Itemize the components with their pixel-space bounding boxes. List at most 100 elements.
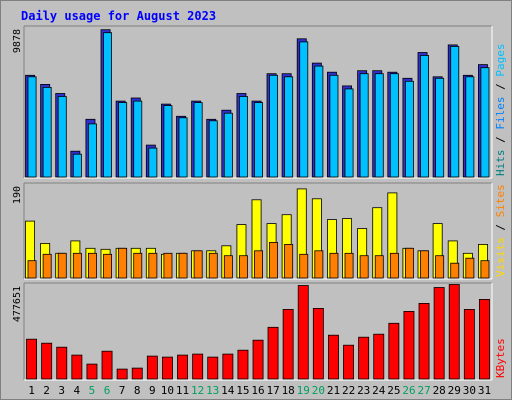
x-tick-label-20: 20: [312, 384, 325, 397]
bar-sites-17: [269, 241, 279, 279]
bar-kbytes-2: [41, 342, 53, 380]
bar-kbytes-9: [146, 355, 158, 380]
bar-files-30: [465, 76, 475, 178]
series-sites: [27, 241, 490, 279]
bar-files-12: [193, 102, 203, 178]
x-tick-label-10: 10: [161, 384, 174, 397]
series-kbytes: [26, 284, 490, 380]
bar-files-11: [178, 117, 188, 178]
bar-kbytes-7: [116, 368, 128, 380]
x-tick-label-22: 22: [342, 384, 355, 397]
x-tick-label-24: 24: [372, 384, 386, 397]
bar-files-19: [299, 41, 309, 178]
bar-kbytes-16: [252, 339, 264, 380]
bar-sites-22: [344, 252, 354, 279]
bar-kbytes-25: [388, 322, 400, 380]
bar-kbytes-11: [177, 354, 189, 380]
bar-kbytes-1: [26, 338, 38, 380]
bar-kbytes-22: [343, 344, 355, 380]
x-tick-label-23: 23: [357, 384, 370, 397]
bar-files-16: [254, 102, 264, 178]
bar-sites-21: [329, 252, 339, 279]
x-tick-label-21: 21: [327, 384, 340, 397]
bar-sites-26: [404, 247, 414, 279]
x-tick-label-29: 29: [448, 384, 461, 397]
legend-entry-visits: Visits: [494, 237, 507, 277]
legend-separator: /: [494, 77, 507, 97]
panel-kbytes-side-legend: KBytes: [494, 338, 507, 378]
bar-kbytes-23: [358, 336, 370, 380]
x-tick-label-12: 12: [191, 384, 204, 397]
legend-entry-pages: Pages: [494, 44, 507, 77]
bar-files-2: [42, 87, 52, 178]
panels-layer: 9878 Hits / Files / Pages 190 Visits / Site…: [12, 25, 507, 381]
legend-entry-files: Files: [494, 97, 507, 130]
bar-files-23: [359, 73, 369, 178]
panel-hits-ymax-label: 9878: [12, 29, 23, 53]
bar-files-28: [435, 77, 445, 178]
bar-kbytes-20: [312, 307, 324, 380]
bar-kbytes-21: [327, 334, 339, 380]
bar-sites-7: [118, 247, 128, 279]
bar-sites-18: [284, 243, 294, 279]
bar-kbytes-4: [71, 354, 83, 380]
x-tick-label-4: 4: [73, 384, 80, 397]
bar-sites-5: [88, 252, 97, 279]
x-tick-label-14: 14: [221, 384, 235, 397]
x-tick-label-18: 18: [282, 384, 295, 397]
x-tick-label-31: 31: [478, 384, 491, 397]
bar-sites-9: [148, 252, 158, 279]
bar-sites-6: [103, 253, 113, 279]
bar-files-26: [404, 80, 414, 178]
bar-kbytes-15: [237, 349, 249, 380]
panel-visits-ymax-label: 190: [12, 186, 23, 204]
bar-files-31: [480, 67, 490, 178]
bar-kbytes-24: [373, 333, 385, 380]
bar-files-21: [329, 74, 339, 178]
bar-kbytes-30: [463, 308, 475, 380]
bar-sites-16: [254, 250, 264, 279]
panel-hits: 9878 Hits / Files / Pages: [12, 25, 507, 179]
bar-files-27: [420, 55, 430, 178]
legend-entry-hits: Hits: [494, 150, 507, 177]
bar-kbytes-14: [222, 353, 234, 380]
bar-kbytes-5: [86, 363, 98, 380]
bar-files-9: [148, 147, 158, 178]
bar-sites-12: [193, 250, 203, 279]
bar-sites-20: [314, 250, 324, 279]
bar-kbytes-6: [101, 350, 113, 380]
legend-separator: /: [494, 217, 507, 237]
bar-sites-27: [420, 250, 430, 279]
bar-files-15: [238, 96, 248, 178]
x-tick-label-11: 11: [176, 384, 189, 397]
bar-sites-19: [299, 253, 309, 279]
bar-files-3: [57, 96, 67, 178]
legend-separator: /: [494, 130, 507, 150]
bar-sites-10: [163, 252, 173, 279]
bar-sites-2: [42, 253, 52, 279]
bar-kbytes-18: [282, 308, 294, 380]
bar-sites-15: [238, 255, 248, 279]
bar-kbytes-12: [192, 353, 204, 380]
bar-sites-3: [57, 252, 67, 279]
x-tick-label-5: 5: [89, 384, 96, 397]
bar-files-20: [314, 65, 324, 178]
panel-visits-side-legend: Visits / Sites: [494, 184, 507, 277]
bar-sites-29: [450, 262, 460, 279]
bar-kbytes-13: [207, 356, 219, 380]
x-tick-label-28: 28: [433, 384, 446, 397]
bar-sites-31: [480, 260, 490, 279]
x-tick-label-17: 17: [266, 384, 279, 397]
x-tick-label-1: 1: [28, 384, 35, 397]
x-tick-label-3: 3: [58, 384, 65, 397]
x-tick-label-2: 2: [43, 384, 50, 397]
x-axis: 1 2 3 4 5 6 7 8 9 10 11 12 13 14 15 16 17 18 19 20 21 22 23 24 2…: [28, 384, 491, 397]
bar-sites-28: [435, 255, 445, 279]
bar-kbytes-29: [448, 284, 460, 380]
bar-kbytes-27: [418, 302, 430, 380]
bar-files-13: [208, 120, 218, 178]
x-tick-label-16: 16: [251, 384, 264, 397]
bar-kbytes-28: [433, 287, 445, 380]
x-tick-label-15: 15: [236, 384, 249, 397]
